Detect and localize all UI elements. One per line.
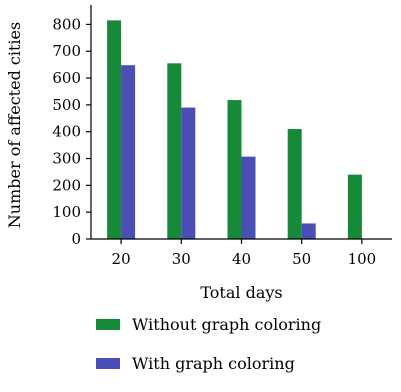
y-tick-label: 0 (71, 230, 81, 248)
y-tick-label: 700 (52, 42, 81, 60)
x-tick-label: 50 (292, 250, 311, 268)
bar-with-graph-coloring-20 (121, 65, 136, 239)
legend-swatch-without-graph-coloring (96, 318, 120, 330)
bar-without-graph-coloring-40 (227, 100, 242, 240)
bar-with-graph-coloring-40 (241, 156, 256, 239)
y-tick-label: 200 (52, 176, 81, 194)
x-tick-label: 30 (172, 250, 191, 268)
legend-label-without-graph-coloring: Without graph coloring (132, 314, 322, 334)
x-tick-label: 100 (348, 250, 377, 268)
legend-item-without-graph-coloring: Without graph coloring (96, 314, 321, 334)
y-axis-ticks: 0 100 200 300 400 500 600 700 800 (52, 15, 91, 248)
bar-without-graph-coloring-100 (347, 174, 362, 239)
x-axis-ticks: 20 30 40 50 100 (112, 239, 377, 268)
y-tick-label: 600 (52, 69, 81, 87)
y-tick-label: 300 (52, 150, 81, 168)
legend: Without graph coloring With graph colori… (96, 314, 321, 392)
legend-item-with-graph-coloring: With graph coloring (96, 353, 321, 373)
bars-group (107, 20, 362, 240)
y-tick-label: 500 (52, 96, 81, 114)
bar-without-graph-coloring-20 (107, 20, 122, 240)
x-tick-label: 40 (232, 250, 251, 268)
bar-without-graph-coloring-50 (287, 129, 302, 239)
y-tick-label: 400 (52, 123, 81, 141)
x-tick-label: 20 (112, 250, 131, 268)
y-tick-label: 100 (52, 203, 81, 221)
bar-chart: 0 100 200 300 400 500 600 700 800 20 30 40 50 100 To… (5, 5, 392, 302)
legend-label-with-graph-coloring: With graph coloring (132, 353, 295, 373)
x-axis-title: Total days (200, 283, 282, 302)
bar-with-graph-coloring-30 (181, 107, 196, 240)
bar-without-graph-coloring-30 (167, 63, 182, 240)
y-tick-label: 800 (52, 15, 81, 33)
legend-swatch-with-graph-coloring (96, 357, 120, 369)
bar-with-graph-coloring-50 (301, 223, 316, 239)
y-axis-title: Number of affected cities (5, 22, 24, 228)
